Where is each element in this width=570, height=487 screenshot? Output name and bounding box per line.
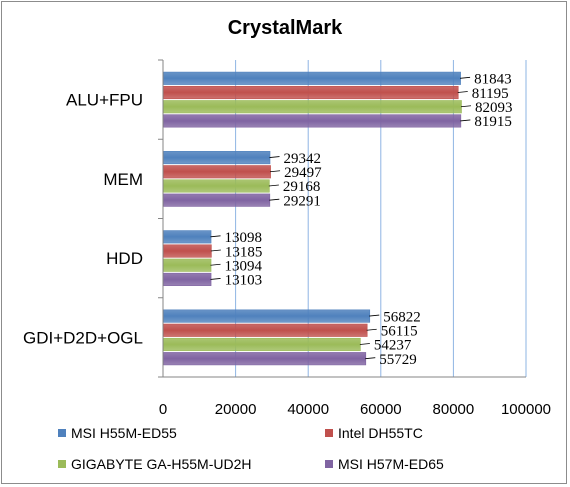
value-label: 13094 [225,258,263,274]
value-label: 56822 [383,309,421,325]
value-leader-line [369,314,380,317]
value-leader-line [270,170,281,173]
value-label: 29168 [283,179,321,195]
bars [163,71,462,366]
bar-alu-fpu-msi-h55m-ed55 [163,71,461,85]
value-label: 29342 [284,151,322,167]
bar-alu-fpu-msi-h57m-ed65 [163,114,462,128]
value-label: 81843 [474,72,512,88]
bar-hdd-gigabyte-ga-h55m-ud2h [163,258,212,272]
bar-alu-fpu-gigabyte-ga-h55m-ud2h [163,100,462,114]
value-leader-line [457,91,468,93]
value-label: 82093 [475,100,512,116]
value-label: 54237 [374,338,412,354]
legend-label-msi-h55m-ed55: MSI H55M-ED55 [71,425,177,441]
bar-alu-fpu-intel-dh55tc [163,85,459,100]
bar-mem-msi-h57m-ed65 [163,193,271,207]
value-label: 29497 [284,165,322,181]
category-label-mem: MEM [103,170,143,189]
category-label-alu-fpu: ALU+FPU [66,91,143,110]
value-leader-line [269,198,280,201]
value-leader-line [268,184,279,187]
category-label-gdi-d2d-ogl: GDI+D2D+OGL [23,328,143,347]
chart-title: CrystalMark [228,17,343,39]
legend-label-gigabyte-ga-h55m-ud2h: GIGABYTE GA-H55M-UD2H [71,456,251,472]
axes [158,59,526,378]
value-leader-line [366,328,377,331]
value-label: 56115 [381,324,418,340]
value-leader-line [210,249,221,252]
legend-swatch-gigabyte-ga-h55m-ud2h [58,460,66,468]
bar-hdd-intel-dh55tc [163,244,212,258]
bar-gdi-d2d-ogl-gigabyte-ga-h55m-ud2h [163,337,361,352]
bar-gdi-d2d-ogl-intel-dh55tc [163,323,368,337]
bar-hdd-msi-h55m-ed55 [163,230,212,244]
value-leader-line [460,105,472,108]
labels: 0 20000 40000 60000 80000 100000ALU+FPU818438… [23,72,551,418]
x-tick-label: 60000 [360,401,402,418]
legend-swatch-intel-dh55tc [325,429,333,437]
legend: MSI H55M-ED55 Intel DH55TC GIGABYTE GA-H55… [58,425,444,472]
legend-label-intel-dh55tc: Intel DH55TC [338,425,423,441]
bar-mem-intel-dh55tc [163,165,271,179]
value-label: 13103 [225,273,263,289]
bar-gdi-d2d-ogl-msi-h55m-ed55 [163,309,371,323]
x-tick-label: 20000 [215,401,257,418]
value-leader-line [210,263,221,266]
value-leader-line [269,156,280,158]
value-leader-line [210,278,221,280]
value-leader-line [359,343,370,345]
bar-gdi-d2d-ogl-msi-h57m-ed65 [163,352,367,366]
bar-mem-msi-h55m-ed55 [163,151,271,165]
x-tick-label: 0 [159,401,167,418]
value-leader-line [365,357,376,360]
category-label-hdd: HDD [106,249,143,268]
value-label: 29291 [283,193,321,209]
x-tick-label: 100000 [501,401,551,418]
value-label: 81915 [474,114,512,130]
value-leader-line [460,76,471,79]
legend-swatch-msi-h57m-ed65 [325,460,333,468]
value-leader-line [460,119,471,122]
legend-label-msi-h57m-ed65: MSI H57M-ED65 [338,456,444,472]
value-label: 55729 [379,352,417,368]
bar-mem-gigabyte-ga-h55m-ud2h [163,179,270,193]
legend-swatch-msi-h55m-ed55 [58,429,66,437]
x-tick-label: 40000 [287,401,329,418]
value-label: 13098 [225,230,263,246]
bar-hdd-msi-h57m-ed65 [163,272,212,286]
value-label: 13185 [225,244,263,260]
value-label: 81195 [472,86,509,102]
value-leader-line [210,235,221,238]
x-tick-label: 80000 [433,401,475,418]
